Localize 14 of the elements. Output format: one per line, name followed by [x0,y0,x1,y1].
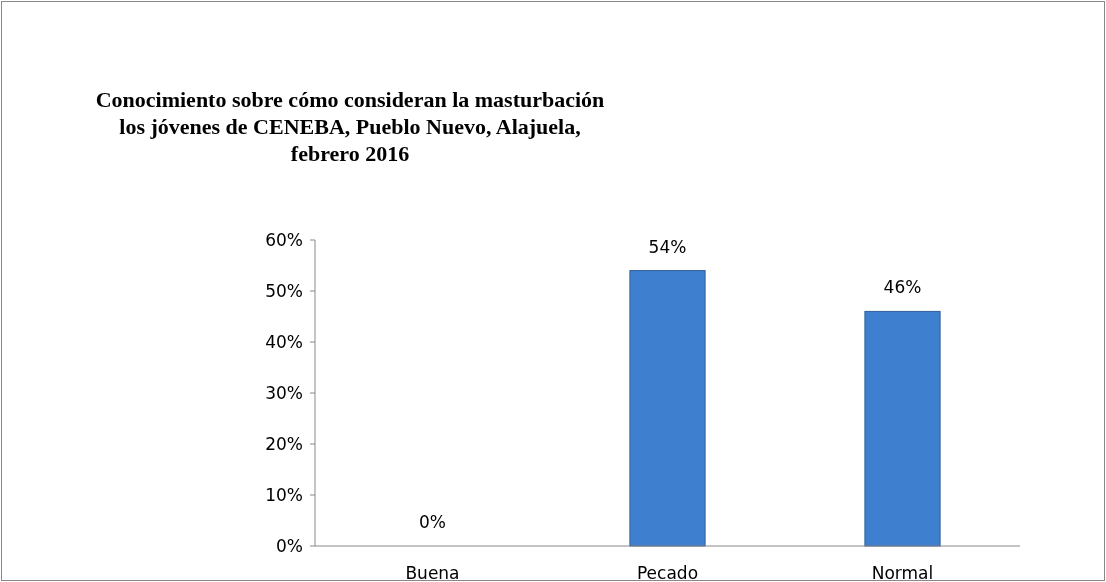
y-tick-label: 40% [265,331,303,352]
x-tick-label: Pecado [636,563,699,582]
data-label: 0% [419,512,446,532]
x-tick-label: Normal [871,563,934,582]
y-tick-label: 50% [265,280,303,301]
y-tick-label: 0% [276,535,303,556]
y-tick-label: 10% [265,484,303,505]
x-tick-label: Buena [405,563,460,582]
chart-title: Conocimiento sobre cómo consideran la masturbación los jóvenes de CENEBA, Pueblo Nuevo, Alajuela, febrero 2016 [95,87,605,166]
data-label: 54% [648,236,687,257]
y-tick-label: 30% [265,382,303,403]
data-label: 46% [883,277,922,298]
y-tick-label: 60% [265,229,303,250]
y-tick-label: 20% [265,433,303,454]
